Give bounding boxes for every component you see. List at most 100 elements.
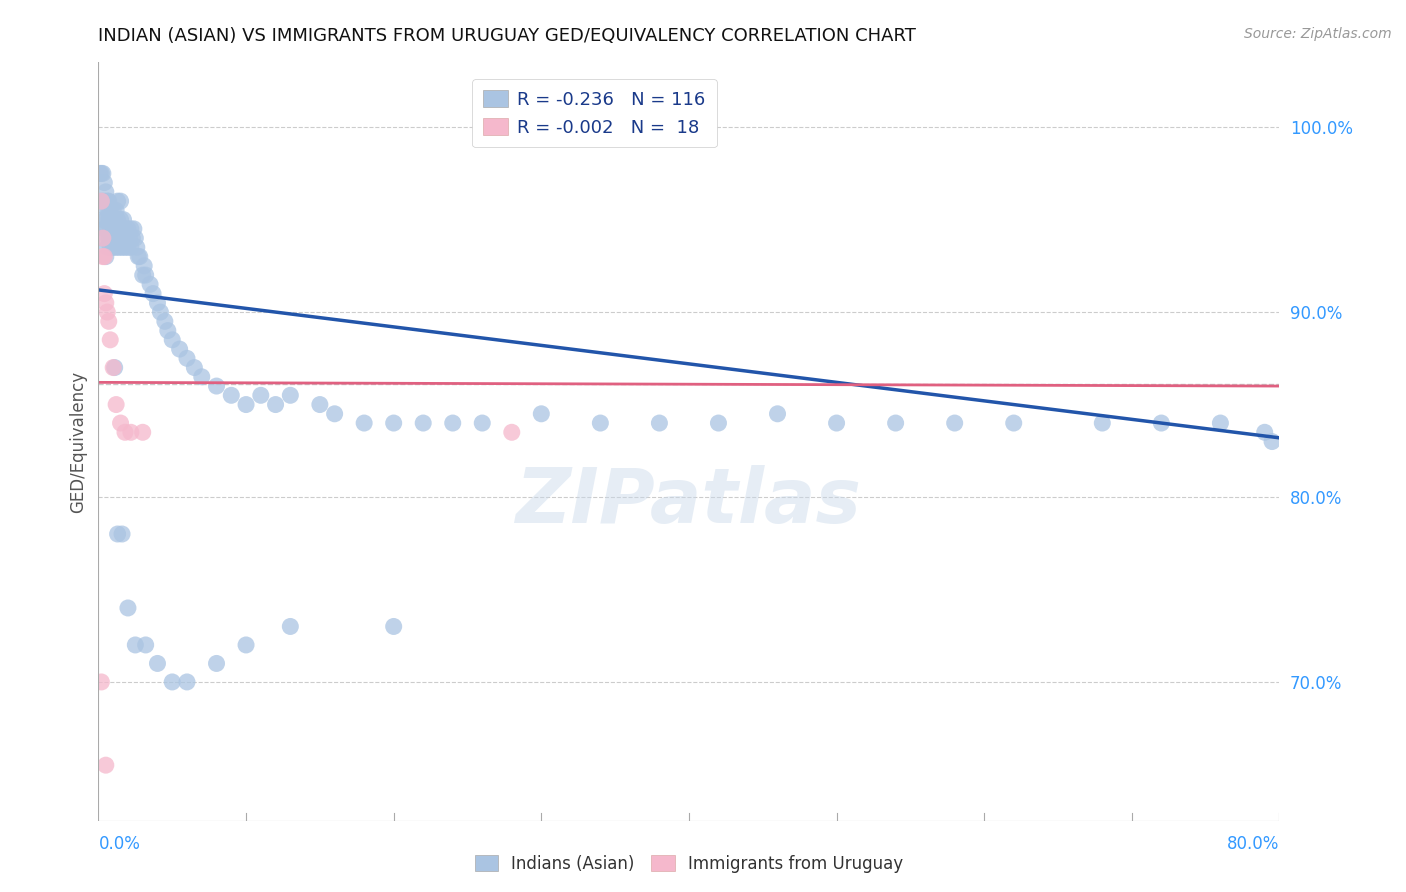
Point: [93, 222, 115, 236]
Point: [93, 176, 115, 190]
Point: [105, 222, 128, 236]
Point: [107, 527, 129, 541]
Point: [280, 619, 302, 633]
Point: [111, 222, 134, 236]
Point: [766, 407, 789, 421]
Point: [110, 212, 132, 227]
Point: [309, 398, 332, 412]
Point: [183, 360, 205, 375]
Point: [117, 601, 139, 615]
Point: [501, 425, 523, 440]
Point: [91, 231, 114, 245]
Point: [235, 398, 257, 412]
Point: [264, 398, 287, 412]
Point: [91, 250, 114, 264]
Point: [96, 194, 118, 208]
Point: [96, 305, 118, 319]
Legend: Indians (Asian), Immigrants from Uruguay: Indians (Asian), Immigrants from Uruguay: [468, 848, 910, 880]
Point: [90, 166, 112, 180]
Point: [127, 250, 149, 264]
Y-axis label: GED/Equivalency: GED/Equivalency: [69, 370, 87, 513]
Point: [353, 416, 375, 430]
Point: [115, 231, 138, 245]
Point: [176, 351, 198, 366]
Point: [91, 166, 114, 180]
Point: [100, 222, 122, 236]
Point: [100, 212, 122, 227]
Point: [91, 212, 114, 227]
Point: [142, 286, 165, 301]
Point: [1254, 425, 1277, 440]
Point: [96, 240, 118, 254]
Point: [103, 240, 125, 254]
Point: [97, 231, 120, 245]
Point: [153, 314, 176, 328]
Point: [648, 416, 671, 430]
Text: 0.0%: 0.0%: [98, 836, 141, 854]
Point: [132, 268, 155, 282]
Point: [94, 212, 117, 227]
Point: [90, 675, 112, 690]
Point: [162, 333, 184, 347]
Point: [98, 222, 121, 236]
Point: [98, 240, 121, 254]
Point: [382, 619, 405, 633]
Point: [825, 416, 848, 430]
Point: [98, 203, 121, 218]
Point: [1002, 416, 1025, 430]
Point: [191, 369, 214, 384]
Point: [149, 305, 172, 319]
Point: [120, 240, 142, 254]
Point: [107, 212, 129, 227]
Point: [323, 407, 346, 421]
Point: [93, 250, 115, 264]
Point: [105, 398, 128, 412]
Point: [93, 286, 115, 301]
Point: [112, 231, 135, 245]
Point: [117, 240, 139, 254]
Point: [114, 222, 136, 236]
Text: 80.0%: 80.0%: [1227, 836, 1279, 854]
Point: [114, 240, 136, 254]
Point: [97, 194, 120, 208]
Point: [104, 360, 127, 375]
Point: [104, 231, 127, 245]
Point: [110, 416, 132, 430]
Point: [103, 203, 125, 218]
Point: [110, 194, 132, 208]
Point: [108, 240, 131, 254]
Point: [96, 203, 118, 218]
Point: [108, 222, 131, 236]
Point: [235, 638, 257, 652]
Point: [707, 416, 730, 430]
Text: ZIPatlas: ZIPatlas: [516, 466, 862, 539]
Point: [589, 416, 612, 430]
Point: [107, 231, 129, 245]
Point: [122, 222, 145, 236]
Point: [441, 416, 464, 430]
Point: [134, 259, 156, 273]
Point: [205, 379, 228, 393]
Point: [125, 240, 148, 254]
Point: [97, 203, 120, 218]
Point: [132, 425, 155, 440]
Point: [884, 416, 907, 430]
Point: [112, 212, 135, 227]
Point: [96, 222, 118, 236]
Point: [94, 250, 117, 264]
Point: [105, 240, 128, 254]
Point: [1150, 416, 1173, 430]
Point: [103, 222, 125, 236]
Point: [103, 360, 125, 375]
Point: [90, 194, 112, 208]
Point: [120, 425, 142, 440]
Point: [1261, 434, 1284, 449]
Point: [93, 194, 115, 208]
Point: [280, 388, 302, 402]
Point: [94, 758, 117, 772]
Point: [176, 675, 198, 690]
Point: [135, 638, 157, 652]
Point: [89, 166, 111, 180]
Point: [114, 425, 136, 440]
Point: [156, 324, 179, 338]
